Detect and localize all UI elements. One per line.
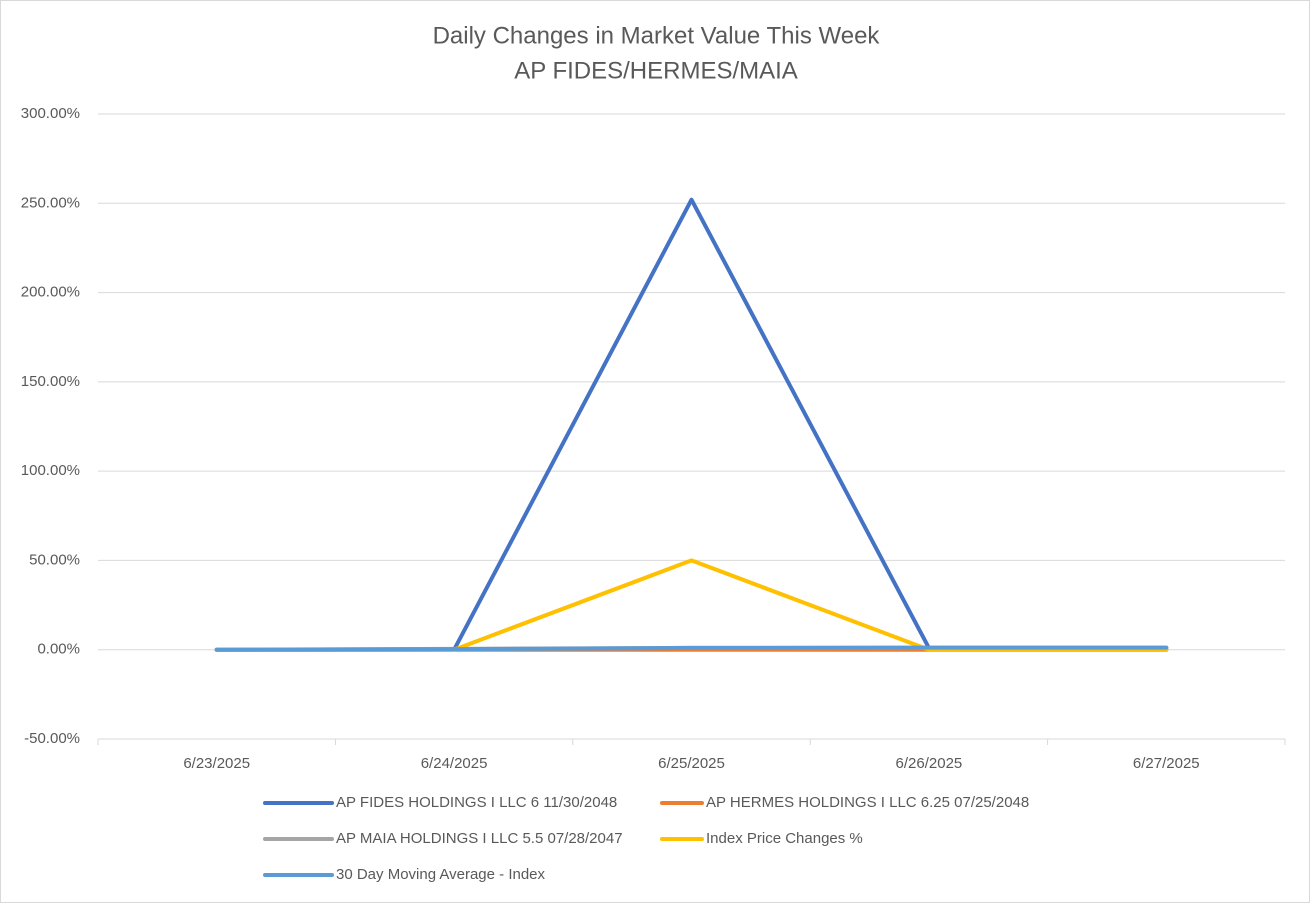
series-line [214, 645, 1169, 652]
y-tick-label: 250.00% [21, 194, 80, 211]
x-tick-label: 6/23/2025 [183, 755, 250, 772]
x-tick-label: 6/25/2025 [658, 755, 725, 772]
legend-label: AP MAIA HOLDINGS I LLC 5.5 07/28/2047 [336, 830, 623, 847]
y-tick-label: 50.00% [29, 551, 80, 568]
chart-title: Daily Changes in Market Value This Week [433, 22, 881, 49]
x-tick-label: 6/27/2025 [1133, 755, 1200, 772]
y-tick-label: 200.00% [21, 284, 80, 301]
y-tick-label: -50.00% [24, 730, 80, 747]
y-tick-label: 0.00% [37, 641, 80, 658]
x-tick-label: 6/26/2025 [896, 755, 963, 772]
y-tick-label: 300.00% [21, 105, 80, 122]
y-tick-label: 150.00% [21, 373, 80, 390]
legend-label: 30 Day Moving Average - Index [336, 866, 546, 883]
legend-label: AP HERMES HOLDINGS I LLC 6.25 07/25/2048 [706, 794, 1029, 811]
x-tick-label: 6/24/2025 [421, 755, 488, 772]
y-tick-label: 100.00% [21, 462, 80, 479]
legend-label: AP FIDES HOLDINGS I LLC 6 11/30/2048 [336, 794, 617, 811]
legend-label: Index Price Changes % [706, 830, 863, 847]
chart-subtitle: AP FIDES/HERMES/MAIA [514, 57, 798, 84]
